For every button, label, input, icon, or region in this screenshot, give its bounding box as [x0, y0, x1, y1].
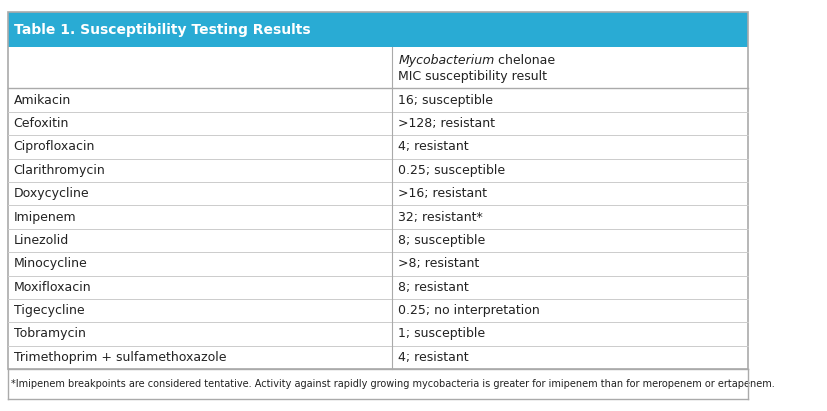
- FancyBboxPatch shape: [7, 206, 748, 229]
- Text: Table 1. Susceptibility Testing Results: Table 1. Susceptibility Testing Results: [13, 23, 310, 37]
- Text: Amikacin: Amikacin: [13, 94, 71, 106]
- Text: 8; susceptible: 8; susceptible: [399, 234, 485, 247]
- Text: 8; resistant: 8; resistant: [399, 281, 469, 294]
- FancyBboxPatch shape: [7, 159, 748, 182]
- Text: Imipenem: Imipenem: [13, 210, 76, 224]
- FancyBboxPatch shape: [7, 322, 748, 346]
- Text: 0.25; susceptible: 0.25; susceptible: [399, 164, 505, 177]
- Text: MIC susceptibility result: MIC susceptibility result: [399, 70, 547, 83]
- Text: Moxifloxacin: Moxifloxacin: [13, 281, 91, 294]
- Text: Mycobacterium: Mycobacterium: [399, 54, 495, 67]
- FancyBboxPatch shape: [7, 135, 748, 159]
- Text: *Imipenem breakpoints are considered tentative. Activity against rapidly growing: *Imipenem breakpoints are considered ten…: [11, 379, 774, 389]
- FancyBboxPatch shape: [7, 47, 748, 88]
- Text: 4; resistant: 4; resistant: [399, 351, 469, 364]
- FancyBboxPatch shape: [7, 252, 748, 275]
- Text: 1; susceptible: 1; susceptible: [399, 328, 485, 340]
- Text: Trimethoprim + sulfamethoxazole: Trimethoprim + sulfamethoxazole: [13, 351, 226, 364]
- Text: Tigecycline: Tigecycline: [13, 304, 84, 317]
- Text: chelonae: chelonae: [495, 54, 556, 67]
- Text: >8; resistant: >8; resistant: [399, 257, 480, 270]
- Text: 0.25; no interpretation: 0.25; no interpretation: [399, 304, 540, 317]
- Text: Tobramycin: Tobramycin: [13, 328, 85, 340]
- Text: Cefoxitin: Cefoxitin: [13, 117, 69, 130]
- Text: >16; resistant: >16; resistant: [399, 187, 487, 200]
- FancyBboxPatch shape: [7, 88, 748, 112]
- Text: 32; resistant*: 32; resistant*: [399, 210, 483, 224]
- FancyBboxPatch shape: [7, 229, 748, 252]
- Text: 16; susceptible: 16; susceptible: [399, 94, 494, 106]
- Text: Linezolid: Linezolid: [13, 234, 69, 247]
- Text: Ciprofloxacin: Ciprofloxacin: [13, 140, 95, 153]
- Text: Doxycycline: Doxycycline: [13, 187, 89, 200]
- Text: >128; resistant: >128; resistant: [399, 117, 495, 130]
- FancyBboxPatch shape: [7, 275, 748, 299]
- FancyBboxPatch shape: [7, 112, 748, 135]
- FancyBboxPatch shape: [7, 12, 748, 47]
- Text: Clarithromycin: Clarithromycin: [13, 164, 105, 177]
- FancyBboxPatch shape: [7, 346, 748, 369]
- FancyBboxPatch shape: [7, 182, 748, 206]
- Text: 4; resistant: 4; resistant: [399, 140, 469, 153]
- FancyBboxPatch shape: [7, 299, 748, 322]
- Text: Minocycline: Minocycline: [13, 257, 88, 270]
